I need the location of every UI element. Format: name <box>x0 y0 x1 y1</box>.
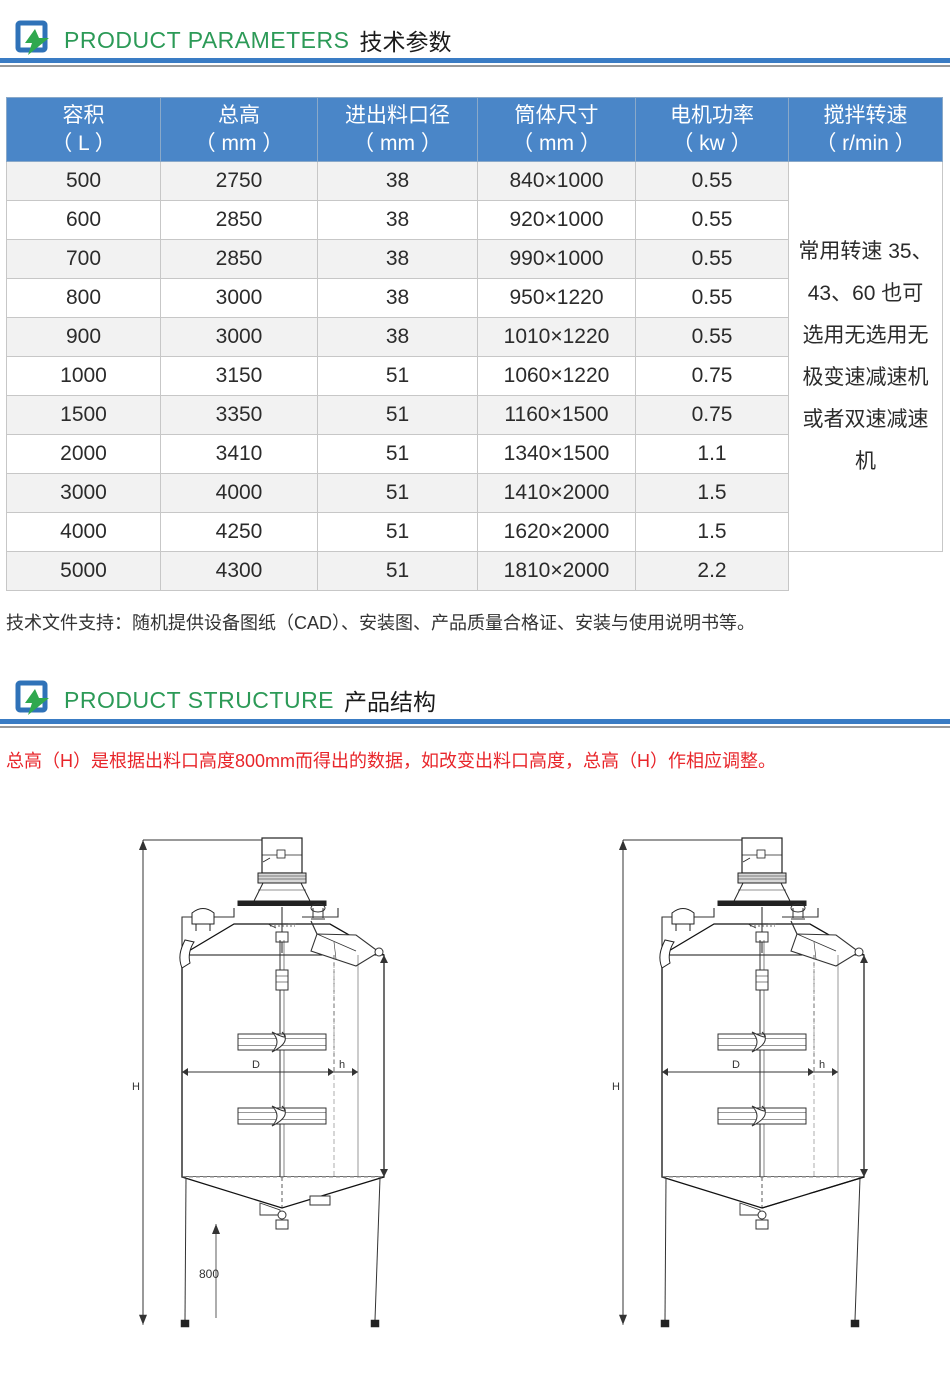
svg-text:800: 800 <box>199 1267 219 1281</box>
